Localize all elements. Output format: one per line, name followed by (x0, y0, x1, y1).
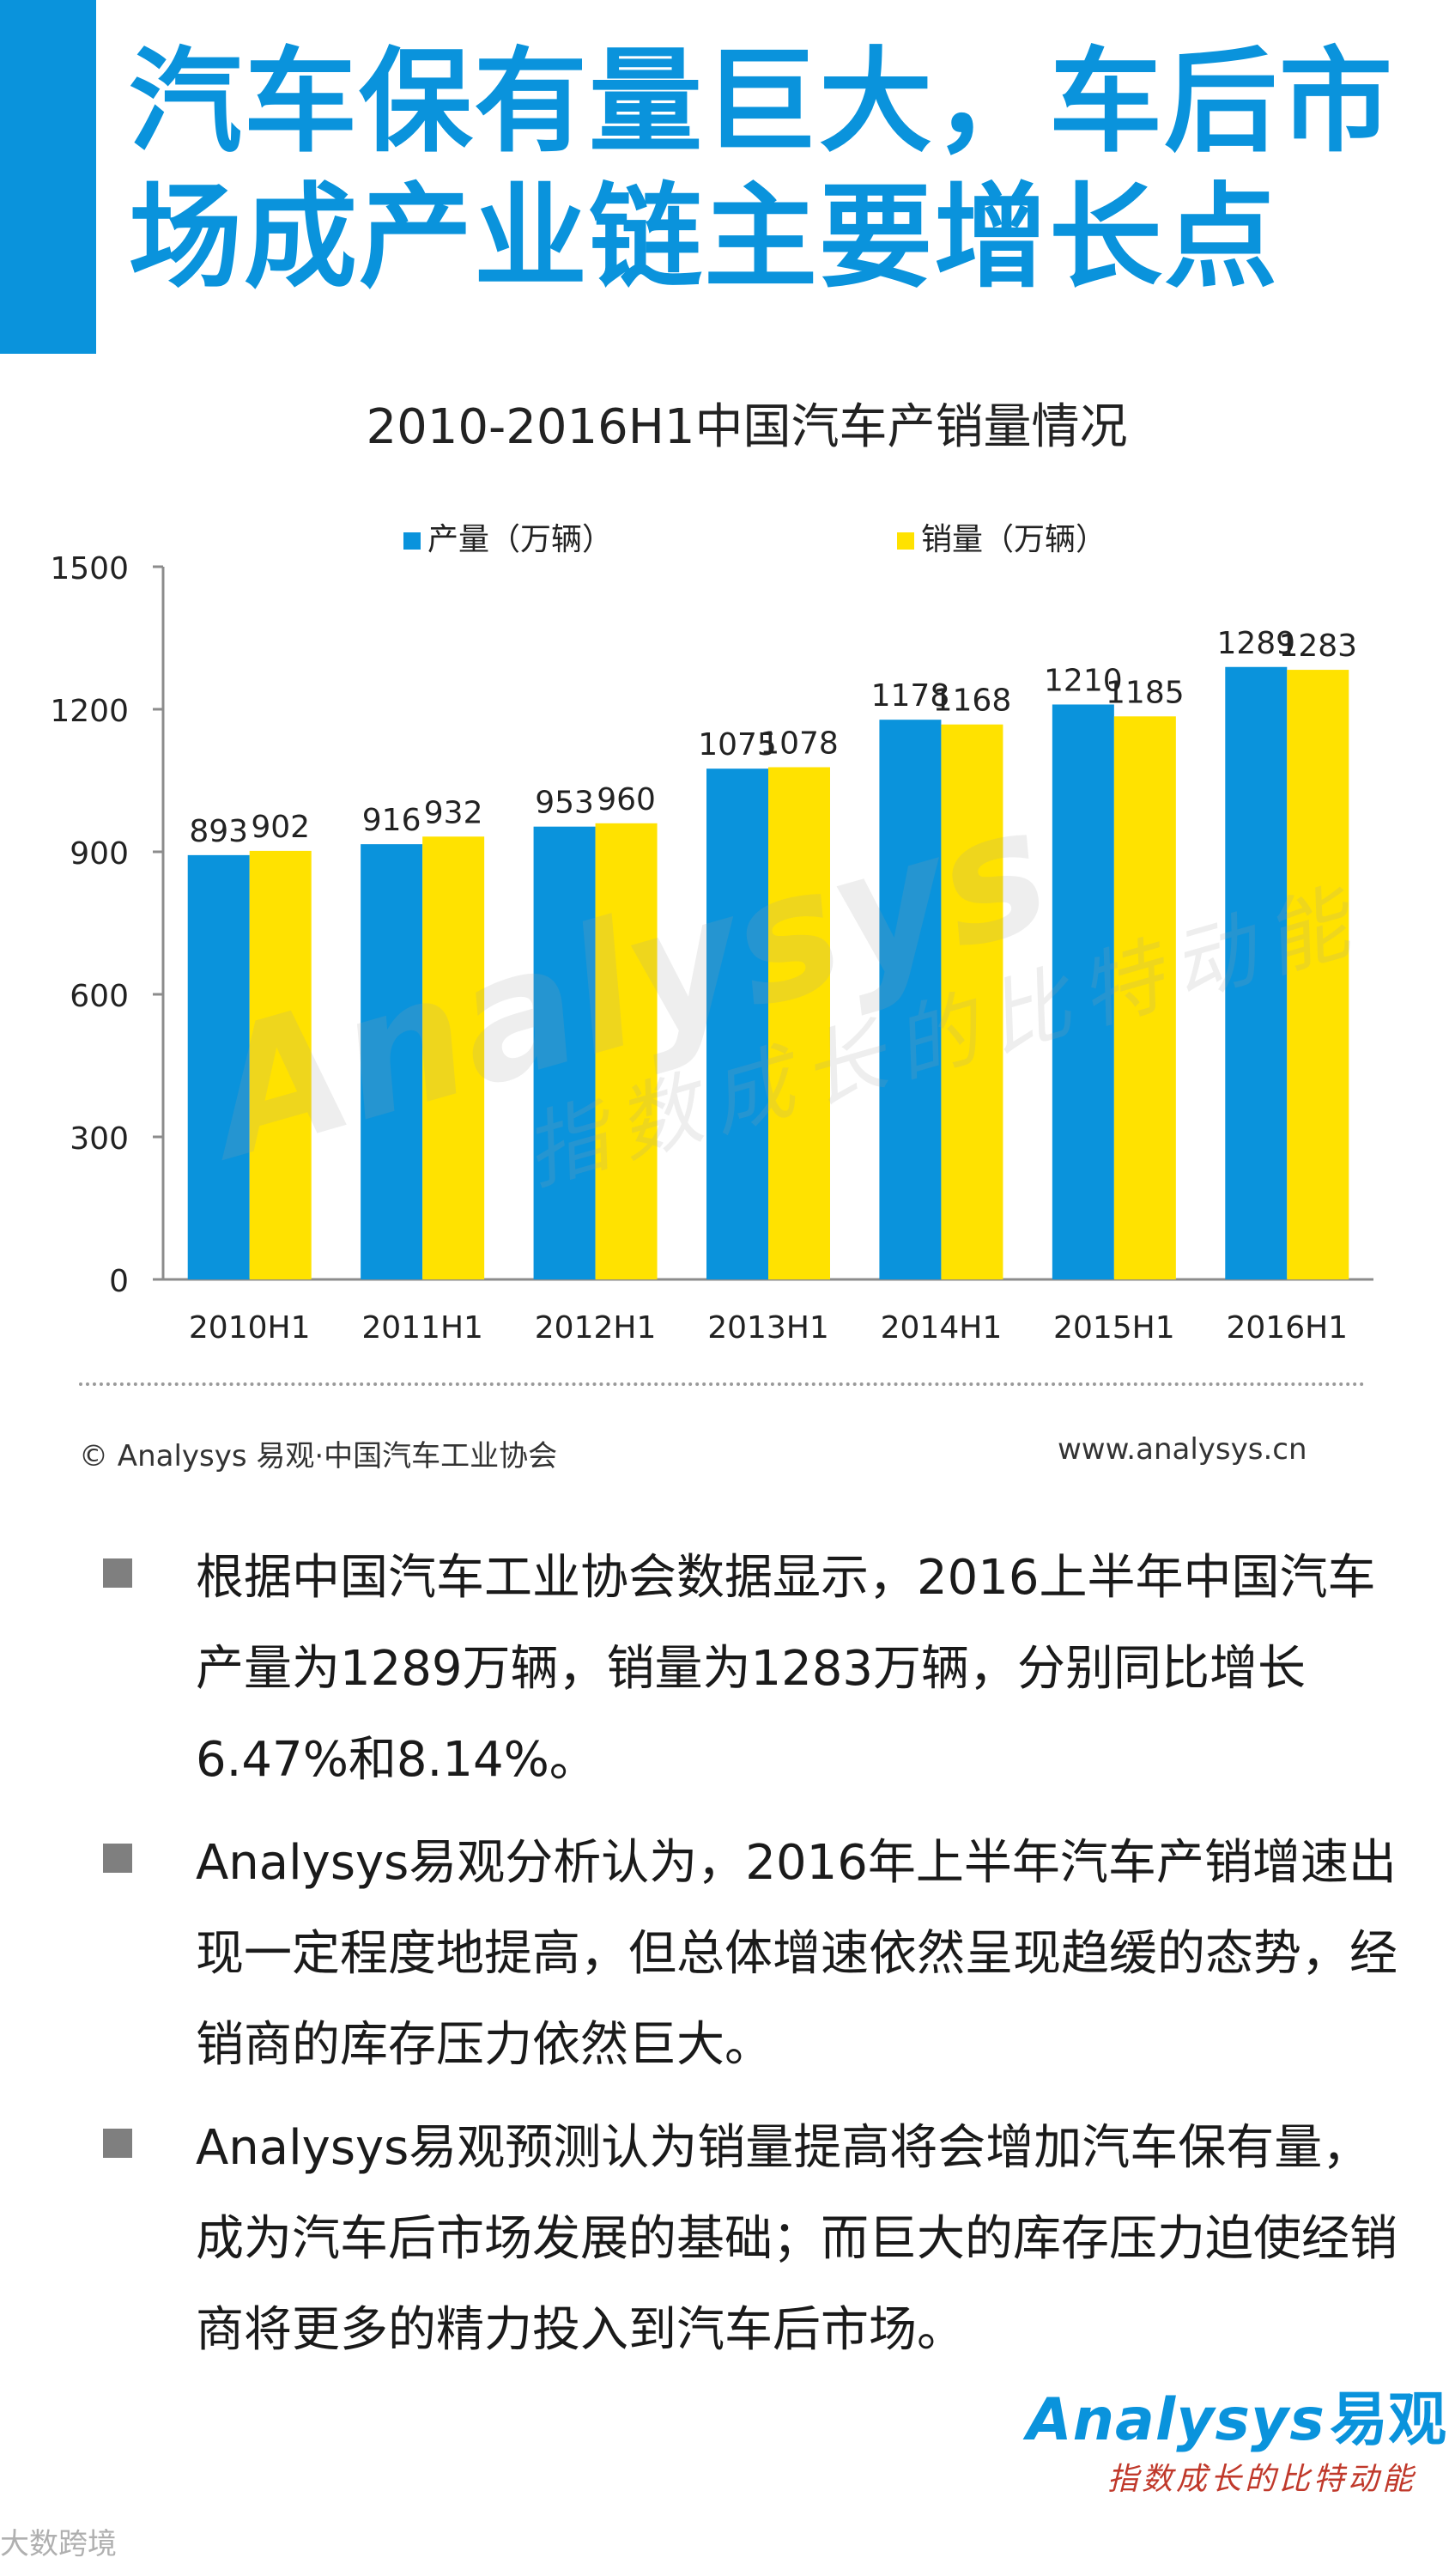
bullet-item: 根据中国汽车工业协会数据显示，2016上半年中国汽车产量为1289万辆，销量为1… (0, 1533, 1449, 1806)
data-label-sales: 960 (597, 782, 656, 817)
bullet-text: Analysys易观分析认为，2016年上半年汽车产销增速出现一定程度地提高，但… (196, 1835, 1397, 2073)
bar-production (706, 769, 768, 1279)
bullet-list: 根据中国汽车工业协会数据显示，2016上半年中国汽车产量为1289万辆，销量为1… (0, 1533, 1449, 2388)
y-tick-label: 1200 (50, 694, 129, 729)
bullet-text: Analysys易观预测认为销量提高将会增加汽车保有量，成为汽车后市场发展的基础… (196, 2120, 1397, 2358)
data-label-sales: 1078 (760, 726, 839, 762)
x-tick-label: 2015H1 (1053, 1310, 1175, 1346)
legend-swatch-sales (897, 532, 914, 550)
data-label-production: 1210 (1044, 663, 1123, 698)
bullet-item: Analysys易观分析认为，2016年上半年汽车产销增速出现一定程度地提高，但… (0, 1818, 1449, 2091)
x-tick-label: 2014H1 (881, 1310, 1003, 1346)
title-accent-bar (0, 0, 96, 354)
bar-chart: 0 300 600 900 1200 1500 893 902 2010H1 916 932 2011… (50, 522, 1373, 1346)
square-bullet-icon (103, 1558, 132, 1588)
logo-slogan: 指数成长的比特动能 (1107, 2462, 1417, 2497)
data-label-sales: 1168 (933, 683, 1012, 719)
data-label-production: 953 (535, 786, 594, 821)
data-label-sales: 1185 (1106, 675, 1185, 710)
data-label-sales: 932 (424, 795, 483, 830)
y-tick-label: 1500 (50, 551, 129, 586)
analysys-logo: Analysys 易观 (1027, 2372, 1446, 2457)
bar-production (533, 826, 596, 1279)
bar-production (879, 720, 942, 1279)
data-label-sales: 902 (251, 810, 310, 845)
bar-sales (768, 767, 830, 1279)
bar-sales (1287, 670, 1349, 1279)
x-tick-label: 2016H1 (1226, 1310, 1348, 1346)
x-tick-label: 2012H1 (535, 1310, 657, 1346)
bar-sales (249, 850, 312, 1279)
logo-word: Analysys (1027, 2386, 1325, 2454)
x-tick-label: 2010H1 (189, 1310, 311, 1346)
chart-divider (79, 1382, 1365, 1386)
chart-title: 2010-2016H1中国汽车产销量情况 (366, 399, 1128, 455)
legend-swatch-production (403, 532, 421, 550)
bar-production (361, 844, 423, 1279)
square-bullet-icon (103, 1844, 132, 1873)
y-tick-label: 0 (109, 1264, 129, 1299)
data-label-production: 1289 (1216, 626, 1295, 661)
legend-label-production: 产量（万辆） (427, 522, 613, 557)
data-label-sales: 1283 (1278, 629, 1357, 664)
x-tick-label: 2011H1 (361, 1310, 483, 1346)
y-tick-label: 600 (70, 979, 129, 1014)
bar-sales (941, 724, 1003, 1279)
data-label-production: 916 (362, 803, 421, 838)
data-label-production: 1178 (871, 678, 950, 714)
bar-sales (422, 836, 485, 1279)
bullet-item: Analysys易观预测认为销量提高将会增加汽车保有量，成为汽车后市场发展的基础… (0, 2103, 1449, 2376)
chart-source: © Analysys 易观·中国汽车工业协会 (79, 1439, 558, 1473)
data-label-production: 893 (189, 814, 248, 849)
bar-sales (595, 823, 658, 1279)
bar-sales (1113, 716, 1176, 1279)
website-link[interactable]: www.analysys.cn (1058, 1432, 1307, 1467)
watermark-mark: 大数跨境 (0, 2527, 117, 2561)
bar-production (187, 854, 250, 1279)
page-title: 汽车保有量巨大，车后市场成产业链主要增长点 (129, 36, 1394, 304)
y-tick-label: 300 (70, 1121, 129, 1157)
square-bullet-icon (103, 2129, 132, 2158)
data-label-production: 1075 (698, 727, 777, 762)
bullet-text: 根据中国汽车工业协会数据显示，2016上半年中国汽车产量为1289万辆，销量为1… (196, 1550, 1376, 1788)
y-tick-label: 900 (70, 836, 129, 872)
legend-label-sales: 销量（万辆） (921, 522, 1106, 557)
bar-production (1052, 704, 1114, 1279)
x-tick-label: 2013H1 (707, 1310, 829, 1346)
logo-chinese: 易观 (1329, 2386, 1446, 2454)
bar-production (1225, 666, 1288, 1279)
